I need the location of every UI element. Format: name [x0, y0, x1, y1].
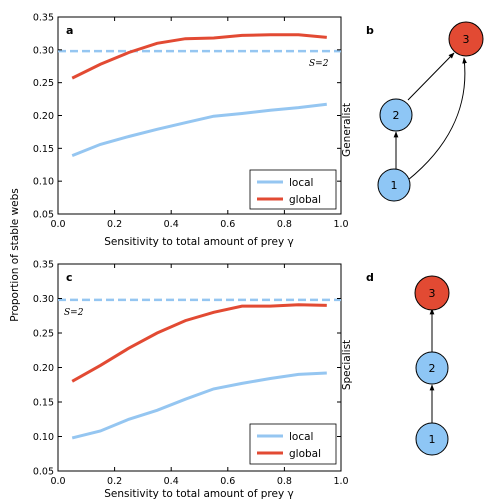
- y-tick-label: 0.25: [33, 78, 54, 89]
- legend-c: local global: [249, 423, 337, 465]
- reference-label-c: S=2: [64, 308, 84, 318]
- series-layer-c: [71, 303, 327, 440]
- x-ticks-c: 0.0 0.2 0.4 0.6 0.8 1.0: [50, 264, 349, 487]
- legend-a: local global: [249, 169, 337, 210]
- node-1-b: [377, 168, 411, 202]
- y-tick-label: 0.30: [33, 45, 54, 56]
- x-tick-label: 1.0: [333, 219, 348, 230]
- x-tick-label: 0.6: [220, 219, 235, 230]
- y-tick-label: 0.05: [33, 467, 54, 478]
- node-3-label-b: 3: [463, 33, 470, 46]
- reference-label-a: S=2: [309, 59, 329, 69]
- node-2-d: [415, 351, 449, 385]
- x-axis-label-c: Sensitivity to total amount of prey γ: [104, 488, 294, 500]
- x-tick-label: 0.8: [277, 219, 292, 230]
- y-tick-label: 0.10: [33, 432, 54, 443]
- y-tick-label: 0.35: [33, 13, 54, 24]
- node-2-label-b: 2: [393, 109, 400, 122]
- x-axis-label-a: Sensitivity to total amount of prey γ: [104, 236, 294, 248]
- edge-2-to-3-b: [407, 52, 455, 101]
- node-3-label-d: 3: [429, 287, 436, 300]
- edge-1-to-3-b: [407, 57, 468, 181]
- series-line-local-a: [71, 102, 327, 157]
- side-label-specialist: Specialist: [341, 340, 353, 390]
- y-axis-label: Proportion of stable webs: [9, 188, 21, 322]
- y-ticks-a: 0.05 0.10 0.15 0.20 0.25 0.30 0.35: [33, 13, 341, 221]
- y-tick-label: 0.35: [33, 260, 54, 271]
- node-2-label-d: 2: [429, 362, 436, 375]
- panel-label-d: d: [366, 271, 374, 284]
- x-tick-label: 0.0: [50, 476, 65, 487]
- y-tick-label: 0.15: [33, 398, 54, 409]
- series-line-global-c: [71, 303, 327, 383]
- y-tick-label: 0.20: [33, 363, 54, 374]
- node-1-d: [415, 422, 449, 456]
- x-tick-label: 0.8: [277, 476, 292, 487]
- legend-box-a: [249, 169, 337, 210]
- series-layer-a: [71, 33, 327, 157]
- y-tick-label: 0.30: [33, 294, 54, 305]
- node-3-d: [414, 275, 450, 311]
- x-tick-label: 0.6: [220, 476, 235, 487]
- side-label-generalist: Generalist: [341, 103, 353, 157]
- x-tick-label: 0.0: [50, 219, 65, 230]
- x-tick-label: 0.2: [107, 476, 122, 487]
- x-ticks-a: 0.0 0.2 0.4 0.6 0.8 1.0: [50, 17, 349, 230]
- y-tick-label: 0.10: [33, 177, 54, 188]
- legend-label-local-a: local: [289, 177, 313, 189]
- x-tick-label: 1.0: [333, 476, 348, 487]
- y-ticks-c: 0.05 0.10 0.15 0.20 0.25 0.30 0.35: [33, 260, 341, 478]
- panel-label-c: c: [66, 271, 73, 284]
- legend-box-c: [249, 423, 337, 465]
- x-tick-label: 0.4: [164, 476, 179, 487]
- y-tick-label: 0.05: [33, 210, 54, 221]
- y-tick-label: 0.25: [33, 329, 54, 340]
- node-1-label-d: 1: [429, 433, 436, 446]
- chart-panel-c: c S=2 0.050.100.150.200.250.300.35 0.0 0.…: [33, 260, 353, 500]
- chart-panel-a: a S=2 0.050.100.150.200.250.300.35 0.0 0.…: [33, 13, 353, 249]
- legend-label-global-a: global: [289, 194, 321, 206]
- panel-label-a: a: [66, 24, 73, 37]
- node-1-label-b: 1: [391, 179, 398, 192]
- series-line-local-c: [71, 371, 327, 440]
- x-tick-label: 0.4: [164, 219, 179, 230]
- node-2-b: [379, 98, 413, 132]
- y-tick-label: 0.15: [33, 144, 54, 155]
- y-tick-label: 0.20: [33, 111, 54, 122]
- panel-label-b: b: [366, 24, 374, 37]
- series-line-global-a: [71, 33, 327, 80]
- food-web-diagram-d: d 1 2 3: [366, 271, 450, 456]
- food-web-diagram-b: b 1 2 3: [366, 21, 484, 202]
- x-tick-label: 0.2: [107, 219, 122, 230]
- legend-label-global-c: global: [289, 448, 321, 460]
- legend-label-local-c: local: [289, 431, 313, 443]
- node-3-b: [448, 21, 484, 57]
